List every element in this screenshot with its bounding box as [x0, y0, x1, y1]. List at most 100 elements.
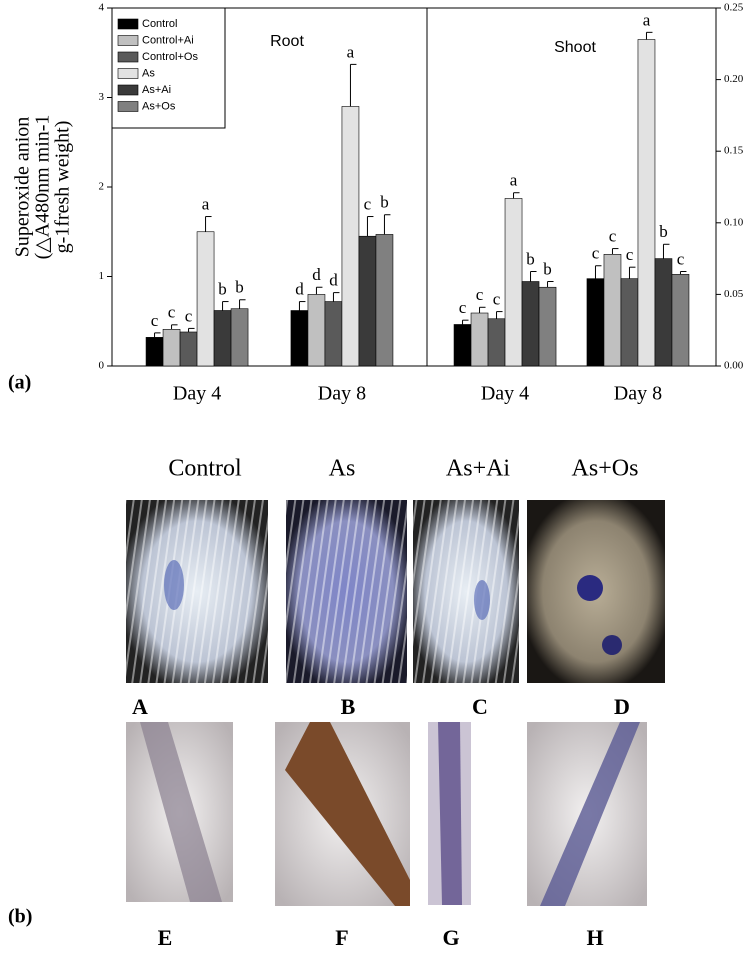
- significance-letter: c: [151, 311, 159, 330]
- bar: [230, 308, 249, 367]
- significance-letter: c: [476, 285, 484, 304]
- root: [438, 722, 462, 905]
- significance-letter: b: [218, 279, 227, 298]
- significance-letter: c: [626, 245, 634, 264]
- bar: [470, 312, 489, 367]
- legend-label: Control+Ai: [142, 34, 194, 46]
- bar: [196, 231, 215, 367]
- legend-label: Control+Os: [142, 51, 198, 63]
- y-tick-label: 2: [99, 181, 105, 193]
- significance-letter: c: [493, 289, 501, 308]
- significance-letter: a: [510, 171, 518, 190]
- significance-letter: b: [659, 222, 668, 241]
- bar: [654, 258, 673, 367]
- bar: [620, 278, 639, 367]
- bar: [586, 278, 605, 367]
- photo-texture: [286, 500, 407, 683]
- bar: [324, 301, 343, 367]
- bar: [162, 329, 181, 367]
- panel-title: Shoot: [554, 39, 596, 56]
- image-column-label: Control: [168, 456, 242, 482]
- significance-letter: d: [295, 279, 304, 298]
- bar: [179, 331, 198, 367]
- bar: [375, 234, 394, 367]
- significance-letter: b: [380, 193, 389, 212]
- y-tick-label: 0.05: [724, 288, 744, 300]
- panel-label: (a): [8, 372, 31, 394]
- root: [540, 722, 640, 906]
- image-column-label: As+Ai: [446, 456, 511, 482]
- bar: [341, 106, 360, 367]
- legend-swatch: [117, 68, 139, 79]
- bar: [637, 39, 656, 367]
- legend-label: As: [142, 67, 155, 79]
- image-column-label: As: [329, 456, 356, 482]
- bar: [307, 294, 326, 367]
- bar: [671, 274, 690, 367]
- image-column-label: As+Os: [572, 456, 639, 482]
- bar: [504, 198, 523, 367]
- y-tick-label: 4: [99, 2, 105, 14]
- image-label: G: [442, 925, 459, 950]
- photo-texture: [413, 500, 519, 683]
- significance-letter: a: [202, 194, 210, 213]
- stain: [474, 580, 490, 620]
- legend-swatch: [117, 35, 139, 46]
- y-axis-label: (△A480nm min-1: [32, 115, 54, 260]
- significance-letter: d: [329, 271, 338, 290]
- significance-letter: c: [168, 303, 176, 322]
- root: [285, 722, 410, 906]
- significance-letter: c: [459, 298, 467, 317]
- y-axis-label: g-1fresh weight): [52, 121, 74, 254]
- image-label: F: [335, 925, 348, 950]
- x-tick-label: Day 8: [614, 383, 662, 405]
- y-tick-label: 0.20: [724, 73, 744, 85]
- panel-label: (b): [8, 906, 32, 928]
- bar: [358, 235, 377, 367]
- significance-letter: c: [592, 244, 600, 263]
- root: [140, 722, 222, 902]
- legend-label: Control: [142, 18, 177, 30]
- legend-swatch: [117, 18, 139, 30]
- significance-letter: c: [677, 249, 685, 268]
- bar: [453, 324, 472, 367]
- x-tick-label: Day 4: [173, 383, 221, 405]
- significance-letter: d: [312, 265, 321, 284]
- plot-frame: [426, 7, 717, 367]
- legend-label: As+Ai: [142, 84, 171, 96]
- significance-letter: a: [347, 42, 355, 61]
- legend-label: As+Os: [142, 100, 176, 112]
- legend-swatch: [117, 51, 139, 63]
- significance-letter: b: [235, 278, 244, 297]
- image-label: E: [158, 925, 173, 950]
- y-tick-label: 0.10: [724, 216, 744, 228]
- stain: [602, 635, 622, 655]
- legend-swatch: [117, 101, 139, 112]
- y-tick-label: 0.00: [724, 360, 744, 372]
- bar: [145, 337, 164, 367]
- bar: [290, 310, 309, 367]
- photo-texture: [126, 500, 268, 683]
- y-tick-label: 0.15: [724, 145, 744, 157]
- y-tick-label: 0.25: [724, 2, 744, 14]
- chart: Root 0 1 2 3 4 Superoxide anion(△A480nm min-1g…: [12, 2, 744, 405]
- image-label: D: [614, 694, 630, 719]
- panel-title: Root: [270, 33, 304, 50]
- significance-letter: b: [526, 249, 535, 268]
- significance-letter: b: [543, 259, 552, 278]
- legend-swatch: [117, 84, 139, 96]
- image-label: H: [586, 925, 603, 950]
- stain: [577, 575, 603, 601]
- bar: [603, 254, 622, 367]
- photo-grid: [126, 500, 665, 906]
- significance-letter: c: [364, 194, 372, 213]
- y-tick-label: 0: [99, 360, 105, 372]
- bar: [538, 286, 557, 367]
- y-tick-label: 3: [99, 91, 105, 103]
- bar: [213, 310, 232, 367]
- image-label: B: [341, 694, 356, 719]
- significance-letter: a: [643, 10, 651, 29]
- y-axis-label: Superoxide anion: [12, 117, 34, 258]
- significance-letter: c: [185, 306, 193, 325]
